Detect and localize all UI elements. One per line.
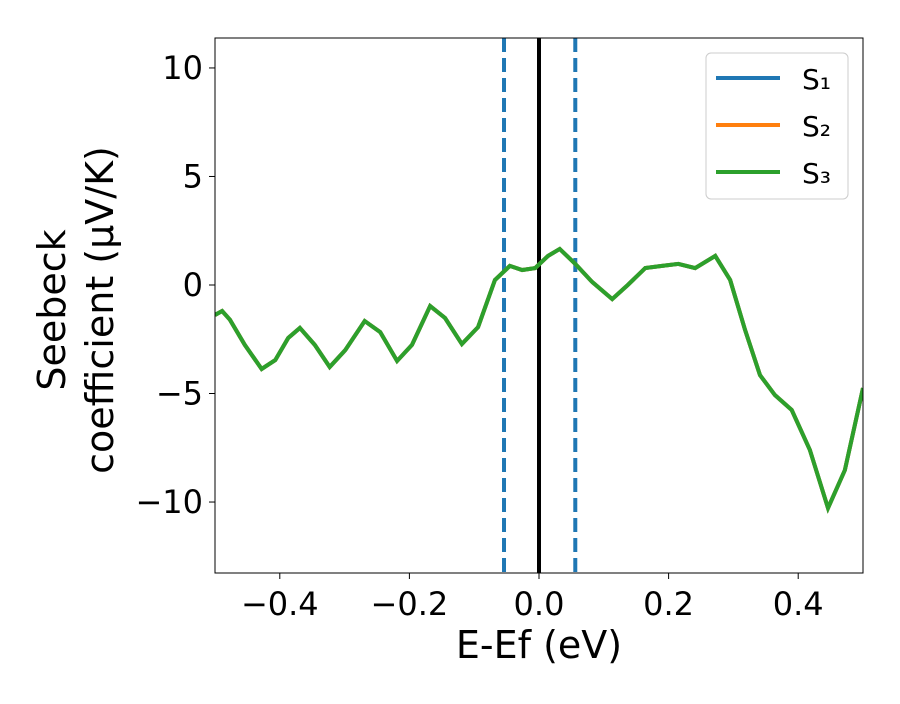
line-series [215, 246, 863, 514]
x-axis-label: E-Ef (eV) [456, 623, 622, 667]
x-tick-label: 0.4 [773, 585, 824, 623]
x-tick-label: −0.4 [241, 585, 319, 623]
plot [215, 38, 863, 573]
y-axis-label: coefficient (μV/K) [78, 146, 122, 474]
plot-frame [214, 37, 864, 574]
legend-label: S₁ [802, 63, 831, 96]
y-tick-label: 0 [183, 266, 203, 304]
x-tick-label: −0.2 [371, 585, 449, 623]
y-axis-label: Seebeck [30, 229, 74, 390]
y-tick-label: −5 [156, 375, 203, 413]
legend-label: S₂ [802, 110, 831, 143]
x-tick-label: 0.2 [643, 585, 694, 623]
y-tick-label: −10 [135, 483, 203, 521]
y-tick-label: 5 [183, 157, 203, 195]
y-tick-label: 10 [162, 49, 203, 87]
x-tick-label: 0.0 [514, 585, 565, 623]
legend-label: S₃ [802, 157, 831, 190]
